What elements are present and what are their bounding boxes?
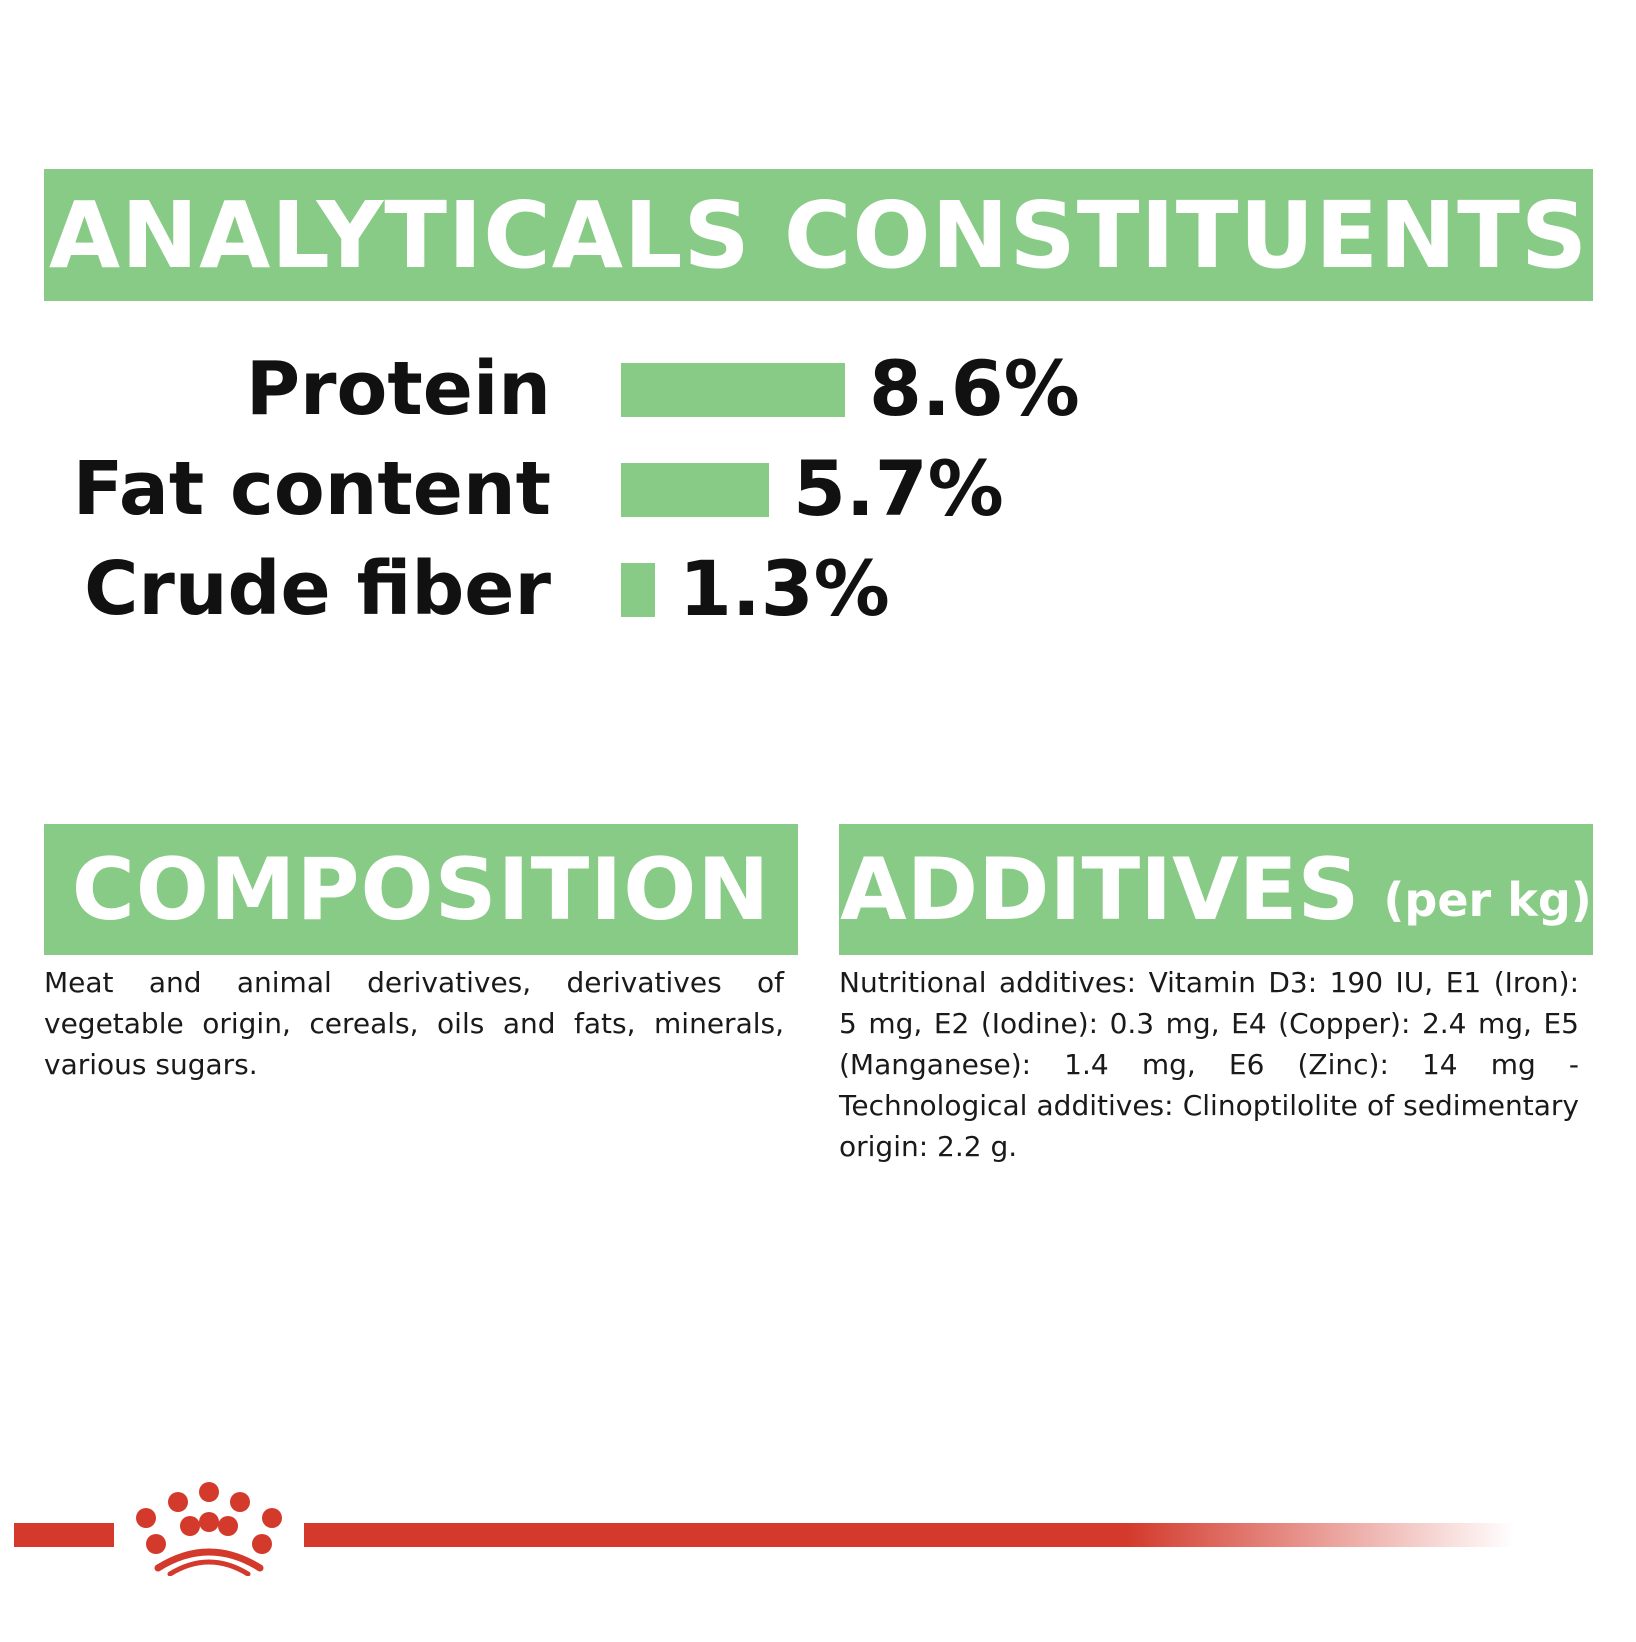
- constituent-label: Protein: [245, 346, 551, 432]
- constituent-value: 1.3%: [679, 544, 890, 633]
- additives-text: Nutritional additives: Vitamin D3: 190 I…: [839, 966, 1579, 1163]
- constituent-bar: [621, 463, 769, 517]
- constituent-label: Crude fiber: [84, 546, 551, 632]
- composition-banner: COMPOSITION: [44, 824, 798, 955]
- composition-title: COMPOSITION: [71, 839, 771, 940]
- constituent-row-fat: Fat content 5.7%: [0, 439, 1636, 539]
- constituent-bar: [621, 363, 845, 417]
- composition-text: Meat and animal derivatives, derivatives…: [44, 966, 784, 1081]
- brand-stripe-left: [14, 1523, 114, 1547]
- constituent-row-protein: Protein 8.6%: [0, 339, 1636, 439]
- brand-footer: [0, 1480, 1636, 1590]
- royal-canin-crown-icon: [136, 1482, 282, 1576]
- constituent-bar: [621, 563, 655, 617]
- constituent-label: Fat content: [72, 446, 551, 532]
- additives-title-suffix: (per kg): [1383, 872, 1592, 927]
- analytical-constituents-banner: ANALYTICALS CONSTITUENTS: [44, 169, 1593, 301]
- additives-banner: ADDITIVES (per kg): [839, 824, 1593, 955]
- constituent-value: 5.7%: [793, 444, 1004, 533]
- constituent-row-fiber: Crude fiber 1.3%: [0, 539, 1636, 639]
- brand-stripe-right: [304, 1523, 1514, 1547]
- constituents-list: Protein 8.6% Fat content 5.7% Crude fibe…: [0, 0, 1636, 700]
- constituent-value: 8.6%: [869, 344, 1080, 433]
- additives-title: ADDITIVES: [840, 839, 1360, 940]
- analytical-constituents-title: ANALYTICALS CONSTITUENTS: [48, 181, 1589, 289]
